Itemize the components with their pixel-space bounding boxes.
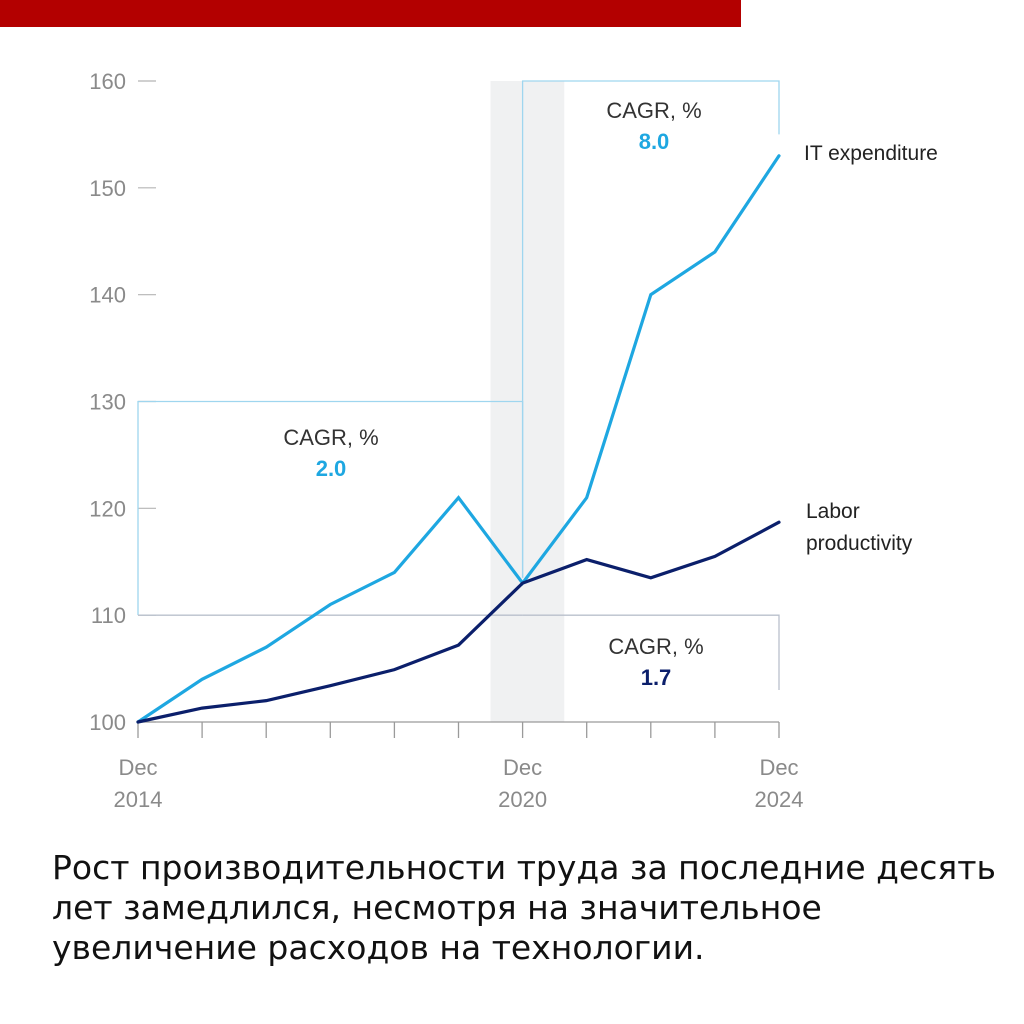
top-accent-bar xyxy=(0,0,741,27)
annotation-value-cagr-it-late: 8.0 xyxy=(639,129,670,154)
y-tick-label-140: 140 xyxy=(89,283,126,308)
y-tick-label-130: 130 xyxy=(89,390,126,415)
x-tick-label-6-year: 2020 xyxy=(498,787,547,812)
annotation-label-cagr-labor: CAGR, % xyxy=(608,634,703,659)
series-label-labor-line2: productivity xyxy=(806,532,913,555)
bracket-cagr-labor xyxy=(522,614,780,690)
annotation-value-cagr-labor: 1.7 xyxy=(641,665,672,690)
x-tick-label-10-year: 2024 xyxy=(755,787,804,812)
series-label-labor-line1: Labor xyxy=(806,500,860,523)
bracket-cagr-it-late xyxy=(521,80,780,578)
x-tick-label-10-month: Dec xyxy=(759,755,798,780)
x-tick-label-0-month: Dec xyxy=(118,755,157,780)
caption-text: Рост производительности труда за последн… xyxy=(52,848,996,967)
y-tick-label-150: 150 xyxy=(89,176,126,201)
y-tick-label-160: 160 xyxy=(89,69,126,94)
series-line-labor-productivity xyxy=(136,520,781,724)
line-chart: 100 110 120 130 140 150 160 Dec 2014 Dec 2020 Dec 20… xyxy=(89,69,938,812)
series-line-it-expenditure xyxy=(136,154,781,724)
annotation-label-cagr-it-early: CAGR, % xyxy=(283,425,378,450)
y-tick-label-110: 110 xyxy=(91,603,126,628)
x-tick-label-6-month: Dec xyxy=(503,755,542,780)
y-tick-label-120: 120 xyxy=(89,496,126,521)
y-tick-label-100: 100 xyxy=(89,710,126,735)
series-label-it-expenditure: IT expenditure xyxy=(804,142,938,165)
annotation-label-cagr-it-late: CAGR, % xyxy=(606,98,701,123)
x-tick-label-0-year: 2014 xyxy=(114,787,163,812)
annotation-value-cagr-it-early: 2.0 xyxy=(316,456,347,481)
